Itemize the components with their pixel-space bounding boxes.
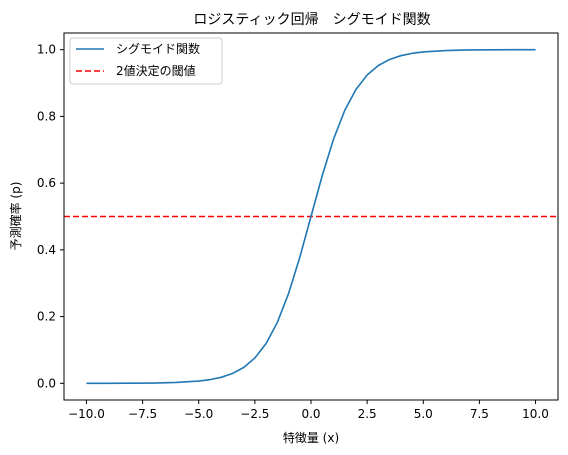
x-axis-label: 特徴量 (x) bbox=[283, 430, 339, 445]
y-tick-label: 0.0 bbox=[37, 376, 56, 390]
x-tick-label: 5.0 bbox=[414, 407, 433, 421]
legend-box bbox=[69, 37, 223, 85]
y-axis-label: 予測確率 (p) bbox=[8, 182, 23, 251]
x-axis: −10.0 −7.5 −5.0 −2.5 0.0 2.5 5.0 7.5 10.0 bbox=[68, 400, 549, 421]
x-tick-label: 7.5 bbox=[470, 407, 489, 421]
x-tick-label: −10.0 bbox=[68, 407, 105, 421]
y-tick-label: 0.6 bbox=[37, 176, 56, 190]
y-tick-label: 1.0 bbox=[37, 43, 56, 57]
x-tick-label: 2.5 bbox=[358, 407, 377, 421]
y-tick-label: 0.4 bbox=[37, 243, 56, 257]
chart-title: ロジスティック回帰 シグモイド関数 bbox=[193, 11, 430, 28]
legend-label-threshold: 2値決定の閾値 bbox=[116, 63, 196, 78]
y-axis: 0.0 0.2 0.4 0.6 0.8 1.0 bbox=[37, 43, 64, 390]
y-tick-label: 0.2 bbox=[37, 310, 56, 324]
sigmoid-curve bbox=[86, 48, 536, 385]
x-tick-label: 0.0 bbox=[301, 407, 320, 421]
x-tick-label: −2.5 bbox=[240, 407, 269, 421]
x-tick-label: −7.5 bbox=[128, 407, 157, 421]
plot-lines bbox=[64, 48, 558, 385]
x-tick-label: −5.0 bbox=[184, 407, 213, 421]
legend: シグモイド関数 2値決定の閾値 bbox=[69, 37, 223, 85]
x-tick-label: 10.0 bbox=[522, 407, 549, 421]
y-tick-label: 0.8 bbox=[37, 109, 56, 123]
legend-label-sigmoid: シグモイド関数 bbox=[116, 41, 200, 56]
